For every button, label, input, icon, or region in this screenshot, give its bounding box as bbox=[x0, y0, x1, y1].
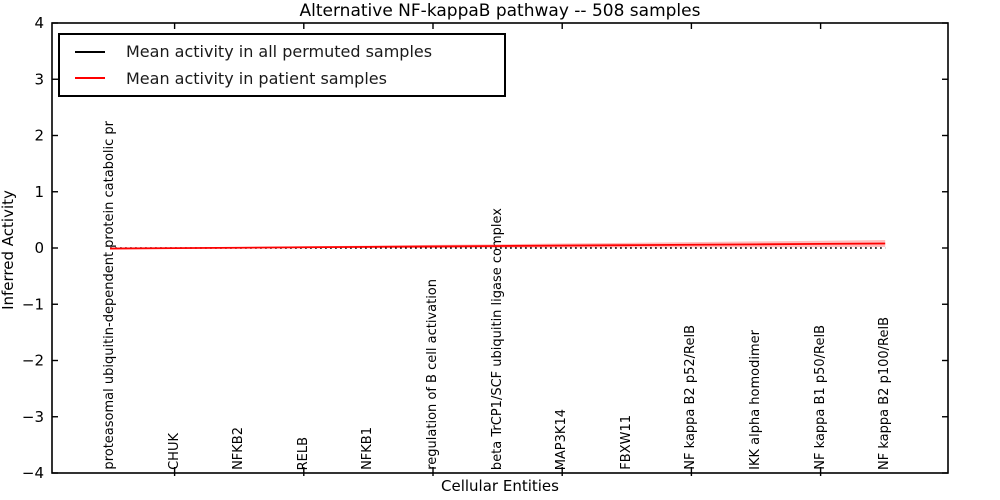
y-tick-label: −1 bbox=[22, 295, 44, 313]
y-tick-label: −2 bbox=[22, 352, 44, 370]
y-tick-label: 1 bbox=[34, 183, 44, 201]
y-tick-label: 4 bbox=[34, 14, 44, 32]
legend-label-patient: Mean activity in patient samples bbox=[126, 68, 387, 88]
legend-label-permuted: Mean activity in all permuted samples bbox=[126, 42, 433, 62]
y-tick-label: −4 bbox=[22, 464, 44, 482]
y-tick-label: −3 bbox=[22, 408, 44, 426]
y-tick-label: 0 bbox=[34, 239, 44, 257]
legend-row: Mean activity in all permuted samples bbox=[60, 42, 504, 61]
chart-title: Alternative NF-kappaB pathway -- 508 sam… bbox=[299, 1, 701, 21]
permuted-line-swatch-icon bbox=[75, 50, 105, 53]
series-line-patient bbox=[109, 242, 886, 250]
legend-row: Mean activity in patient samples bbox=[60, 69, 504, 88]
patient-line-swatch-icon bbox=[75, 77, 105, 80]
y-tick-label: 3 bbox=[34, 70, 44, 88]
legend: Mean activity in all permuted samples Me… bbox=[58, 33, 506, 97]
y-tick-label: 2 bbox=[34, 127, 44, 145]
x-axis-title: Cellular Entities bbox=[441, 477, 559, 495]
